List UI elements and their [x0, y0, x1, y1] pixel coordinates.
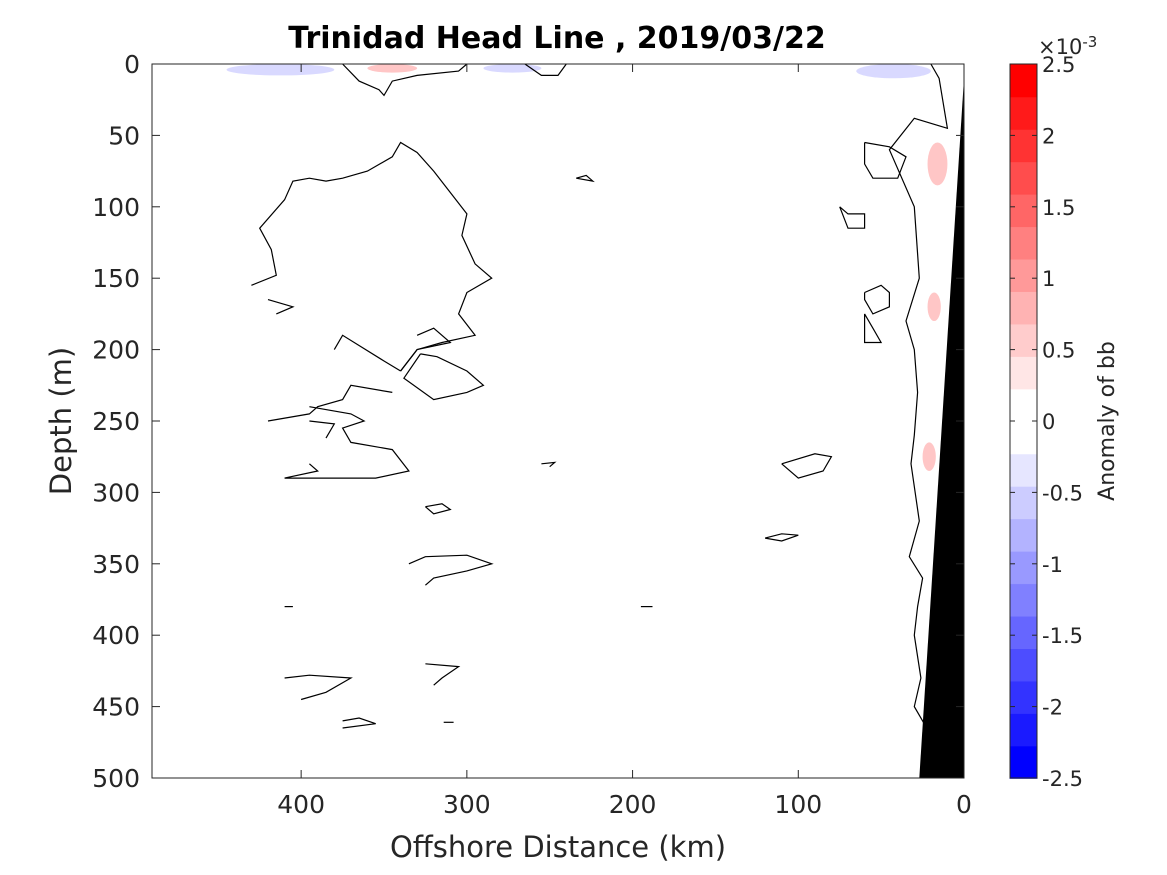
colorbar-exponent-power: -3	[1082, 33, 1097, 51]
anomaly-patch-negative	[856, 64, 931, 79]
x-tick-label: 200	[609, 790, 657, 819]
colorbar-cell	[1009, 647, 1038, 682]
surface-contour-1	[342, 63, 468, 97]
chart-title: Trinidad Head Line , 2019/03/22	[288, 21, 825, 56]
y-axis-label: Depth (m)	[44, 347, 78, 495]
colorbar-tick-label: -2.5	[1042, 767, 1083, 791]
colorbar: 2.5 2 1.5 1 0.5 0 -0.5 -1 -1.5 -2 -2.5 ×10-3 Anoma…	[1009, 33, 1120, 791]
colorbar-tick-label: -1.5	[1042, 624, 1083, 648]
colorbar-exponent-base: ×10	[1038, 35, 1082, 59]
contour-lines	[251, 63, 949, 779]
colorbar-label: Anomaly of bb	[1095, 341, 1120, 501]
colorbar-cell	[1009, 452, 1038, 487]
colorbar-tick-label: -0.5	[1042, 481, 1083, 505]
patch-430	[284, 674, 353, 701]
loop-right	[400, 327, 452, 372]
colorbar-cell	[1009, 712, 1038, 747]
colorbar-cell	[1009, 290, 1038, 325]
y-tick-label: 450	[92, 693, 140, 722]
colorbar-tick-label: -1	[1042, 553, 1063, 577]
y-tick-label: 400	[92, 621, 140, 650]
x-tick-label: 300	[443, 790, 491, 819]
patch-265	[309, 420, 336, 439]
patch-60	[863, 141, 907, 179]
patch-160	[863, 284, 891, 315]
colorbar-tick-label: -2	[1042, 696, 1063, 720]
y-tick-label: 350	[92, 550, 140, 579]
x-ticks: 400 300 200 100 0	[277, 64, 972, 819]
colorbar-cell	[1009, 355, 1038, 390]
colorbar-cell	[1009, 485, 1038, 520]
patch-80	[576, 174, 595, 183]
y-tick-label: 100	[92, 193, 140, 222]
y-tick-label: 250	[92, 407, 140, 436]
y-tick-label: 50	[108, 121, 140, 150]
patch-280	[541, 461, 557, 468]
patch-425	[425, 663, 461, 686]
y-tick-label: 150	[92, 264, 140, 293]
patch-250	[284, 406, 410, 479]
patch-100	[839, 206, 866, 229]
x-tick-label: 0	[956, 790, 972, 819]
patch-345	[408, 554, 494, 586]
colorbar-cell	[1009, 323, 1038, 357]
y-tick-label: 300	[92, 478, 140, 507]
colorbar-cell	[1009, 193, 1038, 228]
colorbar-cell	[1009, 225, 1038, 260]
colorbar-tick-label: 0	[1042, 410, 1055, 434]
colorbar-tick-label: 2.5	[1042, 53, 1075, 77]
colorbar-ticks: 2.5 2 1.5 1 0.5 0 -0.5 -1 -1.5 -2 -2.5	[1010, 53, 1083, 791]
y-tick-label: 0	[124, 50, 140, 79]
colorbar-cell	[1009, 582, 1038, 617]
colorbar-cell	[1009, 550, 1038, 585]
coastal-zero-contour	[888, 63, 949, 779]
y-tick-label: 500	[92, 764, 140, 793]
patch-210	[403, 353, 485, 401]
colorbar-cell	[1009, 258, 1038, 292]
anomaly-patch-positive	[922, 442, 936, 471]
patch-330	[764, 533, 799, 542]
large-loop-upper	[251, 141, 493, 372]
colorbar-cell	[1009, 615, 1038, 649]
colorbar-tick-label: 1.5	[1042, 196, 1075, 220]
x-tick-label: 400	[277, 790, 325, 819]
loop-centre	[267, 384, 393, 422]
plot-background	[152, 64, 964, 778]
colorbar-cell	[1009, 517, 1038, 552]
patch-310	[425, 503, 452, 515]
anomaly-patch-positive	[927, 292, 941, 322]
colorbar-tick-label: 2	[1042, 124, 1055, 148]
x-axis-label: Offshore Distance (km)	[390, 830, 726, 864]
anomaly-patch-positive	[367, 63, 418, 73]
colorbar-cell	[1009, 420, 1038, 455]
colorbar-cell	[1009, 680, 1038, 714]
plot-area: 400 300 200 100 0 0 50 100 150 200 250 300 350 400 45…	[92, 50, 972, 819]
colorbar-cell	[1009, 95, 1038, 130]
colorbar-cell	[1009, 388, 1038, 422]
surface-contour-2	[524, 63, 567, 77]
anomaly-patch-negative	[483, 63, 542, 73]
bathymetry-shelf	[919, 78, 964, 779]
anomaly-patch-negative	[226, 64, 335, 76]
y-ticks: 0 50 100 150 200 250 300 350 400 450 500	[92, 50, 964, 793]
y-tick-label: 200	[92, 336, 140, 365]
patch-165	[267, 299, 295, 315]
patch-190	[863, 313, 883, 344]
colorbar-cell	[1009, 63, 1038, 98]
large-loop-lower	[333, 334, 401, 372]
colorbar-exponent: ×10-3	[1038, 33, 1097, 59]
patch-460	[342, 717, 376, 729]
colorbar-cell	[1009, 128, 1038, 163]
colorbar-cell	[1009, 745, 1038, 779]
anomaly-patch-positive	[927, 142, 948, 186]
colorbar-cell	[1009, 160, 1038, 195]
colorbar-tick-label: 1	[1042, 267, 1055, 291]
patch-280b	[781, 453, 833, 479]
x-tick-label: 100	[774, 790, 822, 819]
colorbar-tick-label: 0.5	[1042, 339, 1075, 363]
